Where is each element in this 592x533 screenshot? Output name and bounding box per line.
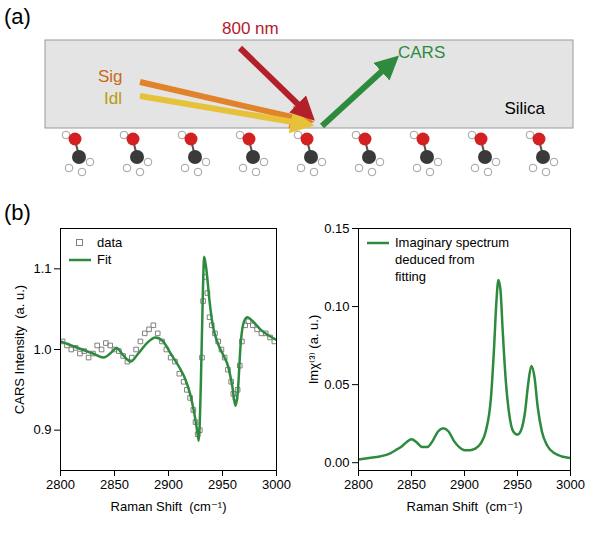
html-text:deduced from: deduced from	[395, 252, 475, 267]
svg-text:1.1: 1.1	[33, 261, 51, 276]
svg-text:Idl: Idl	[104, 89, 122, 108]
svg-text:2900: 2900	[450, 477, 479, 492]
svg-text:Imχ⁽³⁾ (a. u.): Imχ⁽³⁾ (a. u.)	[306, 315, 321, 385]
svg-text:0.9: 0.9	[33, 422, 51, 437]
svg-text:CARS Intensity (a. u.): CARS Intensity (a. u.)	[12, 285, 27, 414]
svg-text:2950: 2950	[503, 477, 532, 492]
svg-text:0.10: 0.10	[324, 299, 349, 314]
svg-text:0.00: 0.00	[324, 455, 349, 470]
svg-text:(a): (a)	[4, 4, 31, 29]
svg-text:2950: 2950	[208, 477, 237, 492]
svg-text:2850: 2850	[397, 477, 426, 492]
svg-text:CARS: CARS	[398, 43, 445, 62]
svg-text:2800: 2800	[344, 477, 373, 492]
html-text:Fit: Fit	[97, 252, 112, 267]
svg-text:1.0: 1.0	[33, 342, 51, 357]
svg-text:800 nm: 800 nm	[222, 19, 279, 38]
svg-text:2800: 2800	[46, 477, 75, 492]
html-text:(b): (b)	[4, 200, 31, 225]
html-text:data: data	[97, 235, 123, 250]
svg-text:2850: 2850	[100, 477, 129, 492]
svg-text:Silica: Silica	[504, 99, 545, 118]
svg-text:0.05: 0.05	[324, 377, 349, 392]
svg-text:Raman Shift (cm⁻¹): Raman Shift (cm⁻¹)	[407, 499, 523, 514]
svg-text:Sig: Sig	[98, 67, 123, 86]
svg-text:3000: 3000	[262, 477, 291, 492]
svg-text:0.15: 0.15	[324, 221, 349, 236]
html-text:fitting: fitting	[395, 269, 427, 284]
html-text:Imaginary spectrum: Imaginary spectrum	[395, 235, 510, 250]
svg-text:2900: 2900	[154, 477, 183, 492]
svg-text:Raman Shift (cm⁻¹): Raman Shift (cm⁻¹)	[111, 499, 227, 514]
svg-text:3000: 3000	[556, 477, 585, 492]
